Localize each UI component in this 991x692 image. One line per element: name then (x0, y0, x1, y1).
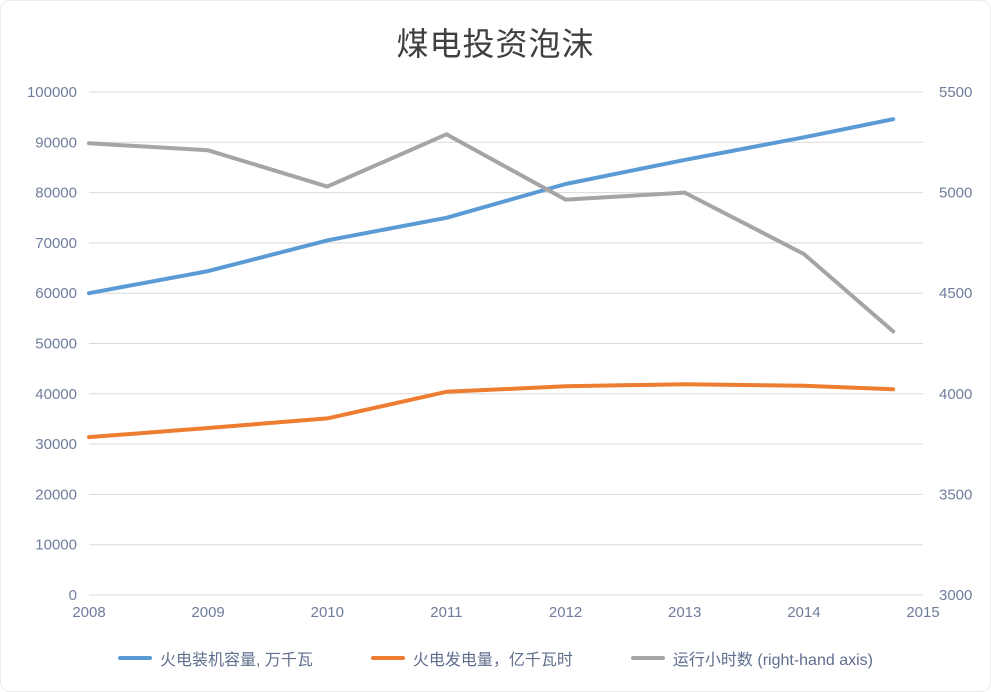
x-axis-tick-label: 2010 (311, 604, 344, 621)
left-axis-tick-label: 10000 (35, 537, 77, 554)
x-axis-tick-label: 2013 (668, 604, 701, 621)
line-swatch-icon (370, 656, 405, 660)
x-axis-tick-label: 2008 (72, 604, 105, 621)
left-axis-tick-label: 70000 (35, 235, 77, 252)
x-axis-tick-label: 2012 (549, 604, 582, 621)
chart-title: 煤电投资泡沫 (396, 25, 595, 63)
left-axis-tick-label: 80000 (35, 185, 77, 202)
x-axis-tick-label: 2011 (430, 604, 462, 621)
line-swatch-icon (630, 656, 665, 660)
chart-legend: 火电装机容量, 万千瓦 火电发电量，亿千瓦时 运行小时数 (right-hand… (1, 646, 990, 670)
right-axis-tick-label: 5000 (939, 185, 972, 202)
x-axis-tick-label: 2009 (191, 604, 224, 621)
left-axis-tick-label: 0 (69, 587, 77, 604)
right-axis-tick-label: 4000 (939, 386, 972, 403)
series-line-0 (87, 117, 896, 296)
left-axis-tick-label: 50000 (35, 336, 77, 353)
left-axis-tick-label: 90000 (35, 134, 77, 151)
legend-item-power-generation: 火电发电量，亿千瓦时 (370, 646, 573, 670)
right-axis-tick-label: 3500 (939, 486, 972, 503)
right-axis-tick-label: 3000 (939, 587, 972, 604)
legend-label: 火电装机容量, 万千瓦 (160, 652, 313, 669)
series-line-2 (87, 132, 896, 334)
left-axis-tick-label: 20000 (35, 486, 77, 503)
left-axis-tick-label: 100000 (27, 84, 77, 101)
legend-label: 运行小时数 (right-hand axis) (672, 652, 873, 669)
line-swatch-icon (118, 656, 152, 660)
x-axis-tick-label: 2014 (787, 604, 820, 621)
left-axis-tick-label: 60000 (35, 285, 77, 302)
right-axis-tick-label: 5500 (939, 84, 972, 101)
left-axis-tick-label: 40000 (35, 386, 77, 403)
legend-label: 火电发电量，亿千瓦时 (412, 652, 573, 669)
legend-item-operating-hours: 运行小时数 (right-hand axis) (630, 646, 873, 670)
x-axis-tick-label: 2015 (906, 604, 939, 621)
series-line-1 (87, 382, 896, 440)
left-axis-tick-label: 30000 (35, 436, 77, 453)
right-axis-tick-label: 4500 (939, 285, 972, 302)
legend-item-installed-capacity: 火电装机容量, 万千瓦 (118, 646, 313, 670)
